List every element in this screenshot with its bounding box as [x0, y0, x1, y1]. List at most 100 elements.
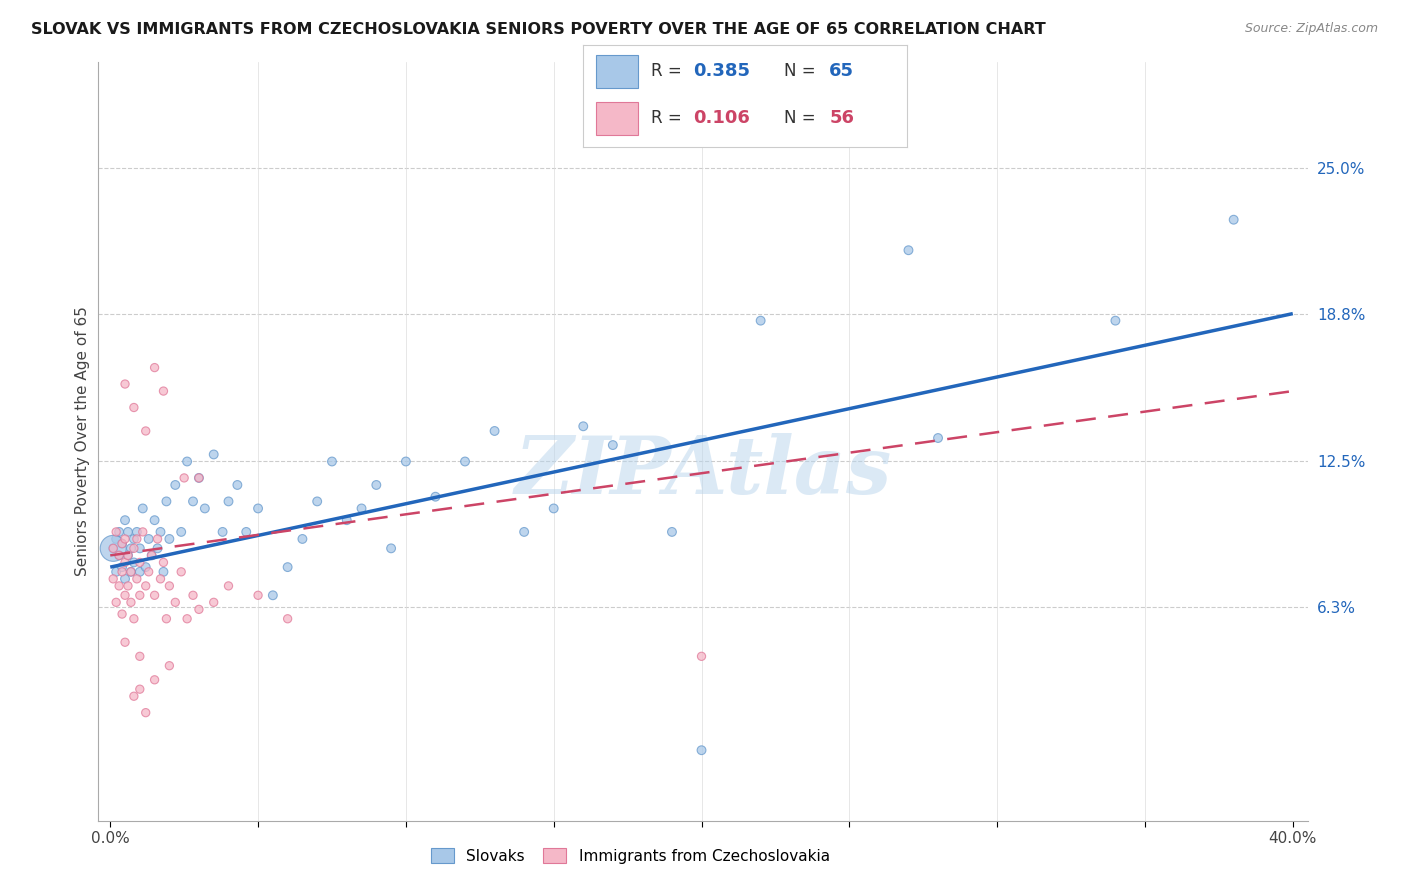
Point [247, 588, 270, 602]
Point [235, 524, 257, 539]
Point [194, 501, 217, 516]
Point [114, 588, 136, 602]
Point [114, 556, 136, 570]
Point [117, 549, 139, 563]
Text: ZIPAtlas: ZIPAtlas [515, 434, 891, 510]
Point [108, 549, 131, 563]
Point [262, 588, 284, 602]
Point [202, 595, 225, 609]
Point [572, 419, 595, 434]
Text: SLOVAK VS IMMIGRANTS FROM CZECHOSLOVAKIA SENIORS POVERTY OVER THE AGE OF 65 CORR: SLOVAK VS IMMIGRANTS FROM CZECHOSLOVAKIA… [31, 22, 1046, 37]
Point [128, 682, 150, 697]
Point [181, 494, 204, 508]
Point [661, 524, 683, 539]
Text: R =: R = [651, 110, 688, 128]
Point [395, 454, 418, 468]
Point [170, 565, 193, 579]
Point [380, 541, 402, 556]
Point [366, 478, 388, 492]
Point [307, 494, 329, 508]
Point [165, 595, 187, 609]
Point [114, 635, 136, 649]
Point [105, 595, 128, 609]
Point [155, 612, 177, 626]
Point [173, 471, 195, 485]
Legend: Slovaks, Immigrants from Czechoslovakia: Slovaks, Immigrants from Czechoslovakia [425, 842, 835, 870]
Point [690, 649, 713, 664]
Point [152, 556, 174, 570]
Point [141, 549, 163, 563]
Point [135, 560, 157, 574]
Point [152, 384, 174, 398]
Point [108, 524, 131, 539]
Point [120, 541, 142, 556]
Point [543, 501, 565, 516]
Point [291, 532, 314, 546]
Point [454, 454, 477, 468]
Point [120, 565, 142, 579]
Point [897, 244, 920, 258]
Point [143, 588, 166, 602]
Point [146, 532, 169, 546]
Point [749, 313, 772, 327]
Point [120, 565, 142, 579]
Point [181, 588, 204, 602]
Text: Source: ZipAtlas.com: Source: ZipAtlas.com [1244, 22, 1378, 36]
Point [218, 579, 240, 593]
Point [108, 579, 131, 593]
Point [149, 572, 172, 586]
Point [125, 532, 148, 546]
Point [105, 532, 128, 546]
Point [141, 549, 163, 563]
Point [226, 478, 249, 492]
Point [218, 494, 240, 508]
Point [277, 612, 299, 626]
Point [176, 454, 198, 468]
Point [149, 524, 172, 539]
Point [132, 524, 155, 539]
Text: 65: 65 [830, 62, 855, 80]
Point [187, 471, 209, 485]
Point [202, 447, 225, 461]
Point [143, 360, 166, 375]
Point [128, 565, 150, 579]
Point [117, 524, 139, 539]
Point [135, 424, 157, 438]
Point [277, 560, 299, 574]
Point [321, 454, 343, 468]
Text: 56: 56 [830, 110, 855, 128]
Point [152, 565, 174, 579]
Point [350, 501, 373, 516]
Point [114, 377, 136, 392]
Text: N =: N = [785, 110, 821, 128]
Point [336, 513, 359, 527]
Point [103, 541, 125, 556]
Point [165, 478, 187, 492]
Point [111, 536, 134, 550]
Point [122, 532, 145, 546]
Point [111, 607, 134, 621]
Point [247, 501, 270, 516]
Point [187, 471, 209, 485]
Point [425, 490, 447, 504]
Point [143, 673, 166, 687]
Point [108, 549, 131, 563]
Text: R =: R = [651, 62, 688, 80]
Point [138, 532, 160, 546]
Point [1104, 313, 1126, 327]
Point [122, 690, 145, 704]
Point [114, 532, 136, 546]
Point [111, 536, 134, 550]
Point [1222, 212, 1244, 227]
Point [114, 513, 136, 527]
Point [132, 501, 155, 516]
Text: 0.385: 0.385 [693, 62, 751, 80]
Point [484, 424, 506, 438]
Text: N =: N = [785, 62, 821, 80]
Text: 0.106: 0.106 [693, 110, 751, 128]
Point [103, 541, 125, 556]
Point [187, 602, 209, 616]
Point [138, 565, 160, 579]
Point [111, 565, 134, 579]
Point [211, 524, 233, 539]
